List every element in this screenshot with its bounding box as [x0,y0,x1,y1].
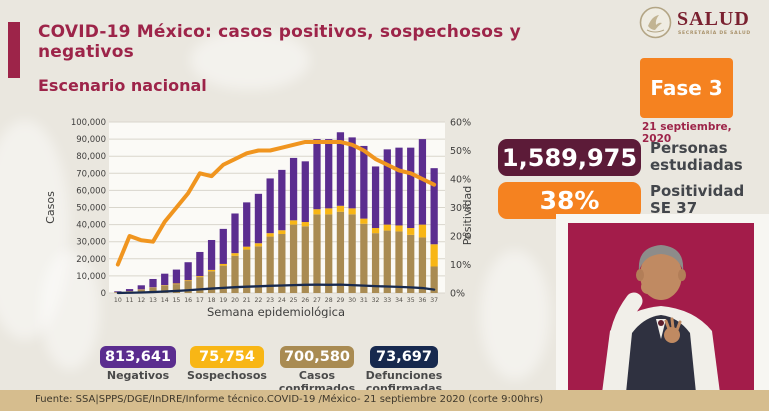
sospechosos-label: Sospechosos [187,369,267,382]
salud-logo: SALUD SECRETARÍA DE SALUD [639,5,759,41]
svg-text:100,000: 100,000 [71,118,106,128]
sospechosos-badge: 75,754 [190,346,264,368]
svg-text:11: 11 [126,297,134,304]
svg-text:Casos: Casos [44,191,57,224]
svg-text:40,000: 40,000 [76,221,106,231]
sign-language-interpreter-video [568,223,754,393]
svg-text:20%: 20% [450,232,471,243]
watermark-blob [190,30,310,90]
svg-text:30%: 30% [450,203,471,214]
svg-text:16: 16 [184,297,192,304]
salud-logo-subtitle: SECRETARÍA DE SALUD [678,31,751,36]
negativos-badge: 813,641 [100,346,176,368]
report-date: 21 septiembre, 2020 [642,121,732,145]
svg-text:37: 37 [430,297,438,304]
svg-text:24: 24 [278,297,286,304]
svg-text:34: 34 [395,297,403,304]
epidemic-week-chart: 0 10,000 20,000 30,000 40,000 50,000 60,000 70,… [44,118,474,319]
svg-text:60%: 60% [450,118,471,129]
svg-text:29: 29 [336,297,344,304]
watermark-blob [0,120,70,340]
svg-text:18: 18 [208,297,216,304]
defunciones-badge: 73,697 [370,346,438,368]
svg-text:23: 23 [266,297,274,304]
svg-text:32: 32 [372,297,380,304]
svg-text:0: 0 [101,289,106,299]
svg-text:33: 33 [383,297,391,304]
svg-text:10: 10 [114,297,122,304]
svg-text:Positividad: Positividad [461,186,474,245]
personas-estudiadas-badge: 1,589,975 [498,139,641,176]
svg-text:15: 15 [172,297,180,304]
svg-text:50%: 50% [450,146,471,157]
svg-text:28: 28 [325,297,333,304]
svg-text:20: 20 [231,297,239,304]
source-text: Fuente: SSA|SPPS/DGE/InDRE/Informe técni… [35,394,544,405]
svg-text:Semana epidemiológica: Semana epidemiológica [207,305,345,318]
svg-text:31: 31 [360,297,368,304]
casos-confirmados-badge: 700,580 [280,346,354,368]
watermark-blob [480,250,550,380]
svg-text:25: 25 [290,297,298,304]
svg-text:21: 21 [243,297,251,304]
svg-text:20,000: 20,000 [76,255,106,265]
svg-text:13: 13 [149,297,157,304]
page-title: COVID-19 México: casos positivos, sospec… [38,22,521,62]
footer-bar: Fuente: SSA|SPPS/DGE/InDRE/Informe técni… [0,390,769,411]
svg-text:30,000: 30,000 [76,238,106,248]
svg-text:26: 26 [301,297,309,304]
svg-text:35: 35 [407,297,415,304]
salud-logo-text: SALUD [677,8,750,30]
svg-text:30: 30 [348,297,356,304]
svg-text:0%: 0% [450,289,465,300]
svg-text:36: 36 [418,297,426,304]
salud-seal-icon [639,6,672,39]
svg-text:50,000: 50,000 [76,204,106,214]
watermark-blob [40,250,100,370]
phase-badge: Fase 3 [640,58,733,118]
positividad-badge: 38% [498,182,641,219]
svg-text:90,000: 90,000 [76,135,106,145]
positividad-label: Positividad SE 37 [650,182,745,217]
svg-text:60,000: 60,000 [76,186,106,196]
personas-estudiadas-label: Personas estudiadas [650,139,743,174]
svg-text:80,000: 80,000 [76,152,106,162]
svg-text:40%: 40% [450,175,471,186]
title-accent-bar [8,22,20,78]
svg-text:19: 19 [219,297,227,304]
section-title: Escenario nacional [38,76,207,95]
negativos-label: Negativos [106,369,170,382]
svg-text:70,000: 70,000 [76,169,106,179]
svg-text:12: 12 [137,297,145,304]
svg-text:10%: 10% [450,260,471,271]
svg-text:22: 22 [254,297,262,304]
svg-text:10,000: 10,000 [76,272,106,282]
svg-text:27: 27 [313,297,321,304]
svg-text:17: 17 [196,297,204,304]
svg-text:14: 14 [161,297,169,304]
